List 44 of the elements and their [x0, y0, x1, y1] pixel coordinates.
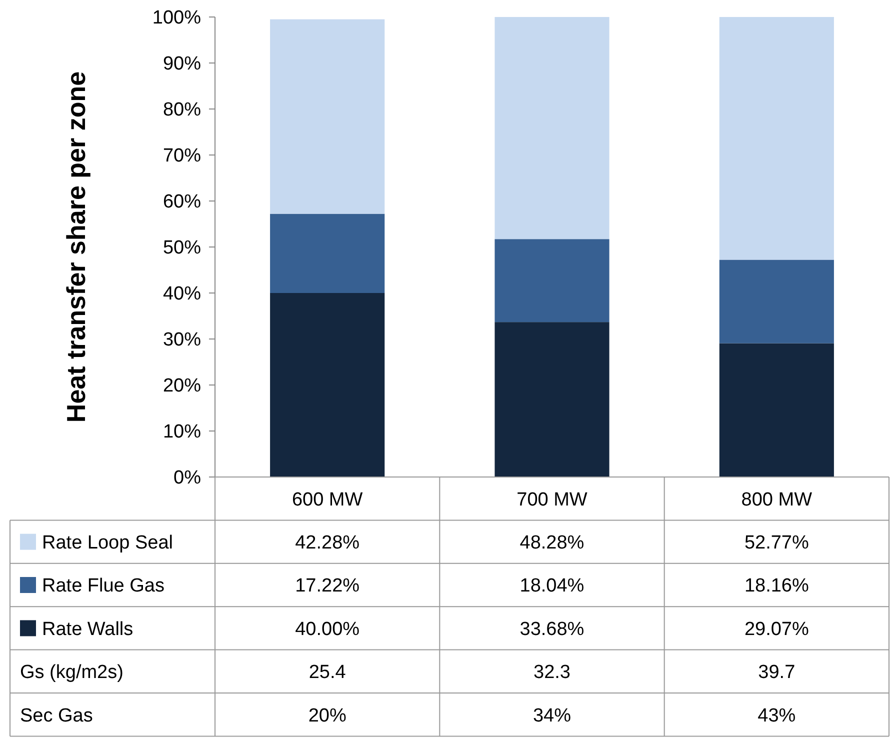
- y-tick-label: 50%: [162, 238, 202, 259]
- y-tick-label: 70%: [162, 146, 202, 167]
- data-label: 48.28%: [520, 532, 584, 554]
- y-tick-label: 60%: [162, 192, 202, 213]
- data-label: 40.00%: [295, 618, 360, 640]
- text: 32.3: [534, 662, 570, 684]
- data-label: 18.16%: [744, 576, 809, 597]
- bar: [270, 214, 385, 293]
- text: Sec Gas: [20, 705, 93, 726]
- legend-label: Rate Flue Gas: [42, 576, 164, 597]
- data-label: 29.07%: [744, 618, 809, 640]
- y-tick-label: 40%: [162, 284, 202, 305]
- y-tick-label: 0%: [174, 468, 202, 489]
- text: 20%: [308, 705, 346, 726]
- text: 34%: [532, 705, 572, 726]
- y-tick-label: 80%: [162, 100, 202, 121]
- bar: [494, 239, 610, 322]
- y-tick-label: 30%: [162, 330, 202, 351]
- data-label: 42.28%: [295, 532, 360, 554]
- y-tick-label: 20%: [162, 376, 202, 397]
- text: 25.4: [308, 662, 346, 684]
- y-tick-label: 90%: [162, 54, 202, 75]
- data-label: 17.22%: [295, 576, 360, 597]
- bar: [270, 293, 385, 477]
- x-tick-label: 600 MW: [292, 489, 363, 510]
- y-tick-label: 10%: [162, 422, 202, 443]
- bar: [719, 17, 834, 260]
- x-tick-label: 700 MW: [516, 489, 588, 510]
- data-label: 52.77%: [744, 532, 809, 554]
- y-tick-label: 100%: [152, 8, 202, 29]
- text: Gs (kg/m2s): [20, 662, 124, 684]
- bar: [494, 17, 610, 240]
- bar: [719, 343, 834, 477]
- y-axis-title: Heat transfer share per zone: [61, 71, 91, 423]
- x-tick-label: 800 MW: [741, 489, 812, 510]
- bar: [719, 260, 834, 344]
- data-label: 33.68%: [520, 618, 584, 640]
- text: 39.7: [758, 662, 796, 684]
- bar: [494, 322, 610, 477]
- text: 43%: [758, 705, 796, 726]
- legend-label: Rate Walls: [42, 618, 134, 640]
- bar: [270, 19, 385, 214]
- legend-label: Rate Loop Seal: [42, 532, 173, 554]
- data-label: 18.04%: [520, 576, 584, 597]
